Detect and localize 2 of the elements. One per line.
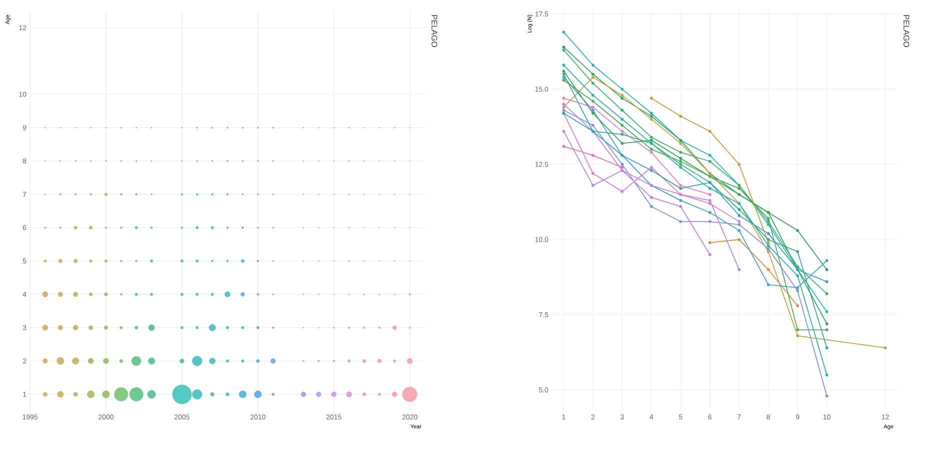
text: PELAGO xyxy=(904,15,910,48)
text: PELAGO xyxy=(432,15,438,48)
